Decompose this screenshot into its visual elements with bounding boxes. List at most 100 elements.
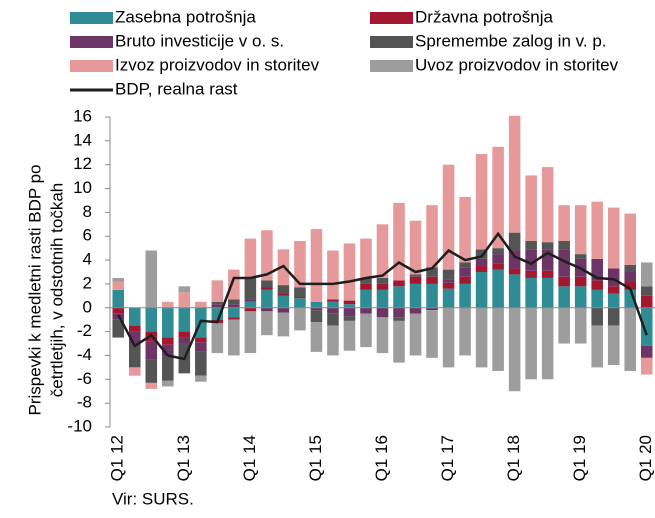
bar-segment xyxy=(442,269,455,280)
bar-segment xyxy=(294,241,306,288)
bar-segment xyxy=(178,286,191,293)
bar-segment xyxy=(541,242,554,250)
bar-segment xyxy=(558,241,570,250)
y-tick-label: -6 xyxy=(77,369,92,388)
bar-segment xyxy=(640,345,653,358)
x-tick-label: Q1 15 xyxy=(306,435,325,481)
y-tick-label: -4 xyxy=(77,345,92,364)
bar-segment xyxy=(541,270,554,278)
bar-segment xyxy=(409,307,422,314)
bar-segment xyxy=(442,164,455,270)
bar-segment xyxy=(541,307,554,380)
bar-segment xyxy=(393,320,405,363)
y-tick-label: -10 xyxy=(67,416,92,435)
legend-label: Zasebna potrošnja xyxy=(115,7,256,26)
bar-segment xyxy=(195,375,207,382)
bar-segment xyxy=(508,274,521,308)
bar-segment xyxy=(591,307,603,326)
bar-segment xyxy=(624,213,637,265)
bar-segment xyxy=(508,268,521,275)
x-tick-label: Q1 17 xyxy=(438,435,457,481)
y-tick-label: 10 xyxy=(73,178,92,197)
bar-segment xyxy=(112,281,125,290)
bar-segment xyxy=(591,325,603,368)
bar-segment xyxy=(327,325,339,356)
bar-segment xyxy=(112,319,125,338)
bar-segment xyxy=(178,307,191,332)
bar-segment xyxy=(607,268,620,287)
bar-segment xyxy=(145,382,158,389)
bar-segment xyxy=(624,281,637,290)
bar-segment xyxy=(558,286,570,308)
bar-segment xyxy=(211,280,224,302)
bar-segment xyxy=(112,307,125,314)
bar-segment xyxy=(261,280,273,288)
bar-segment xyxy=(162,307,174,338)
legend-swatch xyxy=(70,60,113,72)
bar-segment xyxy=(640,295,653,308)
bar-segment xyxy=(343,304,356,308)
bar-segment xyxy=(426,276,438,284)
x-tick-label: Q1 20 xyxy=(636,435,655,481)
legend-label: Uvoz proizvodov in storitev xyxy=(415,55,619,74)
bar-segment xyxy=(360,289,372,308)
y-tick-label: 16 xyxy=(73,106,92,125)
bar-segment xyxy=(409,274,422,277)
bar-segment xyxy=(426,267,438,277)
legend-swatch xyxy=(370,36,413,48)
bar-segment xyxy=(541,277,554,308)
bar-segment xyxy=(162,356,174,381)
bar-segment xyxy=(591,258,603,281)
bar-segment xyxy=(128,307,141,326)
bar-segment xyxy=(459,262,471,268)
bar-segment xyxy=(277,295,290,308)
bar-segment xyxy=(409,276,422,284)
bar-segment xyxy=(508,307,521,392)
y-axis-label: Prispevki k medletni rasti BDP po xyxy=(25,164,44,415)
bar-segment xyxy=(393,317,405,321)
bar-segment xyxy=(640,307,653,346)
bar-segment xyxy=(343,307,356,317)
bar-segment xyxy=(376,317,389,354)
bar-segment xyxy=(327,301,339,308)
bar-segment xyxy=(459,307,471,356)
bar-segment xyxy=(261,289,273,308)
bar-segment xyxy=(393,202,405,281)
bar-segment xyxy=(294,287,306,298)
x-tick-label: Q1 14 xyxy=(240,435,259,481)
bar-segment xyxy=(607,325,620,365)
bar-segment xyxy=(343,316,356,321)
y-tick-label: 14 xyxy=(73,130,92,149)
bar-segment xyxy=(607,207,620,269)
bar-segment xyxy=(294,307,306,331)
legend-label: BDP, realna rast xyxy=(115,79,238,98)
bar-segment xyxy=(492,263,504,270)
bar-segment xyxy=(525,277,537,308)
bar-segment xyxy=(277,307,290,313)
bar-segment xyxy=(508,250,521,269)
bar-segment xyxy=(327,307,339,314)
bar-segment xyxy=(558,307,570,344)
bar-segment xyxy=(492,146,504,249)
bar-segment xyxy=(393,286,405,308)
bar-segment xyxy=(327,299,339,302)
y-axis-label: četrtletjih, v odstotnih točkah xyxy=(47,183,66,398)
bar-segment xyxy=(277,312,290,337)
bar-segment xyxy=(541,249,554,271)
legend-label: Izvoz proizvodov in storitev xyxy=(115,55,320,74)
bar-segment xyxy=(624,272,637,282)
bar-segment xyxy=(162,337,174,345)
x-tick-label: Q1 16 xyxy=(372,435,391,481)
bar-segment xyxy=(541,167,554,243)
bar-segment xyxy=(574,307,587,344)
y-tick-label: 0 xyxy=(83,297,92,316)
bar-segment xyxy=(211,323,224,354)
bar-segment xyxy=(228,317,240,320)
bar-segment xyxy=(261,311,273,336)
bar-segment xyxy=(525,175,537,241)
bar-segment xyxy=(128,367,141,376)
gdp-line xyxy=(117,231,648,361)
bar-segment xyxy=(459,267,471,277)
bar-segment xyxy=(409,283,422,308)
